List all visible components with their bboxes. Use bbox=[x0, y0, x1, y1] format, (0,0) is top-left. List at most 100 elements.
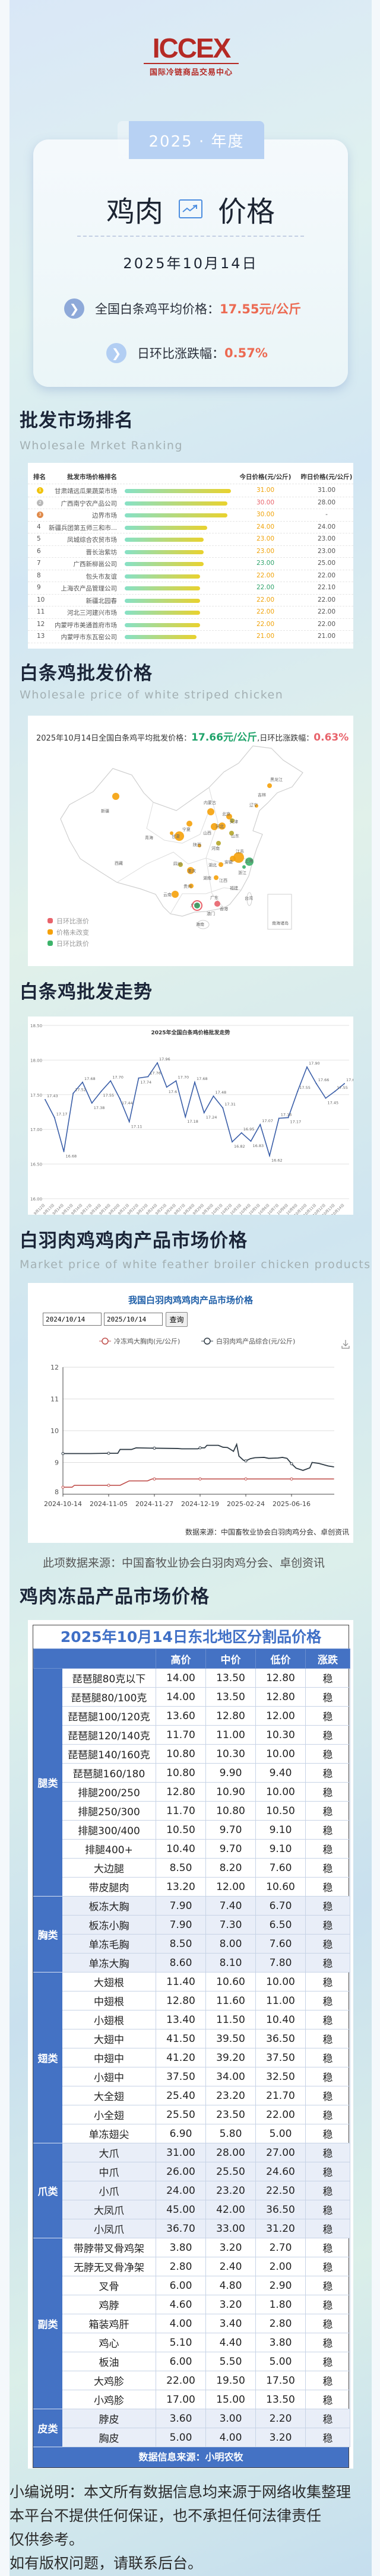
table-cell: 3.20 bbox=[205, 2238, 256, 2257]
data-label: 17.31 bbox=[224, 1102, 236, 1107]
table-cell: 小鸡胗 bbox=[62, 2390, 156, 2409]
data-label: 17.6 bbox=[169, 1090, 177, 1094]
table-cell: 稳 bbox=[305, 2352, 350, 2371]
price-bar bbox=[125, 489, 231, 493]
table-cell: 大翅根 bbox=[62, 1972, 156, 1991]
data-label: 17.55 bbox=[103, 1093, 115, 1098]
daily-change-value: 0.57% bbox=[224, 346, 268, 360]
market-name: 内蒙呼市东瓦窑公司 bbox=[61, 634, 118, 641]
header-cell: 高价 bbox=[156, 1648, 206, 1669]
table-row: 翅类 大翅根 11.40 10.60 10.00 稳 bbox=[33, 1972, 350, 2143]
col-today: 今日价格(元/公斤) bbox=[239, 474, 292, 481]
province-label: 宁夏 bbox=[182, 827, 191, 832]
province-label: 湖北 bbox=[208, 863, 217, 868]
table-cell: 6.50 bbox=[255, 1915, 306, 1935]
table-cell: 27.00 bbox=[255, 2143, 306, 2162]
section-subtitle-ranking: Wholesale Mrket Ranking bbox=[20, 439, 183, 452]
province-label: 贵州 bbox=[183, 884, 192, 889]
end-date-input[interactable] bbox=[104, 1313, 163, 1326]
logo-divider bbox=[144, 63, 239, 64]
table-cell: 9.70 bbox=[205, 1820, 256, 1840]
table-cell: 17.00 bbox=[156, 2390, 206, 2409]
header-cell: 中价 bbox=[205, 1648, 256, 1669]
market-name: 广西新柳邕公司 bbox=[73, 561, 118, 568]
avg-price-label: 全国白条鸡平均价格： bbox=[95, 302, 220, 316]
ranking-row: 9 上海农产品管理公司 22.00 22.10 bbox=[28, 582, 353, 595]
download-icon[interactable] bbox=[341, 1339, 350, 1349]
ranking-header: 排名 批发市场价格排名 今日价格(元/公斤) 昨日价格(元/公斤) bbox=[28, 472, 353, 484]
table-cell: 10.40 bbox=[156, 1839, 206, 1859]
province-label: 新疆 bbox=[101, 809, 109, 814]
province-label: 辽宁 bbox=[249, 803, 258, 808]
map-marker bbox=[175, 831, 184, 841]
price-bar bbox=[125, 501, 228, 506]
table-cell: 32.50 bbox=[255, 2067, 306, 2086]
data-label: 17.70 bbox=[112, 1075, 124, 1079]
data-label: 17.17 bbox=[56, 1111, 68, 1116]
legend-label: 价格未改变 bbox=[56, 928, 89, 936]
frozen-price-table: 高价 中价 低价 涨跌 腿类 琵琶腿80克以下 14.00 13.50 12.80 稳琵琶腿80/… bbox=[33, 1648, 350, 2447]
table-header-row: 高价 中价 低价 涨跌 bbox=[33, 1648, 350, 1669]
series-marker bbox=[153, 1446, 156, 1450]
map-marker bbox=[218, 862, 223, 867]
data-point bbox=[250, 1141, 252, 1142]
disclaimer-line: 本平台不提供任何保证，也不承担任何法律责任 bbox=[10, 2507, 322, 2524]
map-headline-mid: ,日环比涨跌幅： bbox=[257, 734, 314, 743]
table-cell: 25.50 bbox=[156, 2105, 206, 2124]
series-marker bbox=[61, 1485, 65, 1489]
table-cell: 带皮腿肉 bbox=[62, 1877, 156, 1897]
start-date-input[interactable] bbox=[43, 1313, 102, 1326]
table-row: 琵琶腿80/100克 14.00 13.50 12.80 稳 bbox=[34, 1687, 350, 1707]
table-row: 胸类 板冻大胸 7.90 7.40 6.70 稳 bbox=[33, 1896, 350, 1973]
legend-item: 价格未改变 bbox=[48, 926, 89, 938]
today-price: 30.00 bbox=[256, 498, 275, 506]
map-marker bbox=[229, 831, 234, 836]
table-cell: 42.00 bbox=[205, 2200, 256, 2219]
map-marker-ring bbox=[192, 900, 202, 911]
table-cell: 箱装鸡肝 bbox=[62, 2314, 156, 2333]
x-tick-label: 2024-12-19 bbox=[181, 1500, 219, 1508]
disclaimer-line: 如有版权问题，请联系后台。 bbox=[10, 2555, 203, 2572]
report-date: 2025年10月14日 bbox=[123, 255, 258, 272]
south-sea-inset bbox=[267, 894, 292, 930]
table-cell: 稳 bbox=[305, 2086, 350, 2105]
table-cell: 10.80 bbox=[156, 1763, 206, 1783]
data-label: 17.90 bbox=[309, 1061, 320, 1066]
table-cell: 琵琶腿120/140克 bbox=[62, 1725, 156, 1745]
province-borders bbox=[170, 887, 242, 914]
chart-title: 2025年全国白条鸡价格批发走势 bbox=[151, 1029, 230, 1036]
map-marker bbox=[230, 818, 235, 823]
table-row: 排腿250/300 11.70 10.80 10.50 稳 bbox=[34, 1801, 350, 1821]
data-label: 17.76 bbox=[150, 1071, 161, 1075]
province-label: 江西 bbox=[219, 878, 227, 883]
rank-number: 7 bbox=[37, 560, 41, 567]
data-label: 17.44 bbox=[122, 1101, 133, 1106]
map-marker bbox=[230, 856, 236, 862]
table-cell: 36.50 bbox=[255, 2029, 306, 2048]
col-yesterday: 昨日价格(元/公斤) bbox=[300, 474, 353, 481]
province-label: 西藏 bbox=[115, 861, 123, 866]
price-bar bbox=[125, 525, 207, 530]
table-cell: 鸡脖 bbox=[62, 2295, 156, 2314]
rank-number: 10 bbox=[37, 596, 45, 603]
table-cell: 12.80 bbox=[156, 1782, 206, 1802]
table-row: 排腿200/250 12.80 10.90 10.00 稳 bbox=[34, 1782, 350, 1802]
ranking-card: 排名 批发市场价格排名 今日价格(元/公斤) 昨日价格(元/公斤) 1 甘肃靖远瓜… bbox=[28, 463, 353, 649]
table-row: 小凤爪 36.70 33.00 31.20 稳 bbox=[34, 2219, 350, 2238]
table-cell: 8.20 bbox=[205, 1858, 256, 1878]
map-marker bbox=[187, 867, 194, 874]
table-cell: 稳 bbox=[305, 2105, 350, 2124]
data-point bbox=[315, 1083, 317, 1085]
table-row: 排腿300/400 10.50 9.70 9.10 稳 bbox=[34, 1820, 350, 1840]
map-marker bbox=[198, 844, 201, 847]
ranking-row: 11 河北三河建兴市场 22.00 22.00 bbox=[28, 606, 353, 619]
data-label: 17.66 bbox=[318, 1078, 330, 1082]
province-label: 云南 bbox=[163, 892, 172, 897]
map-marker bbox=[245, 857, 254, 866]
table-cell: 9.40 bbox=[255, 1763, 306, 1783]
table-cell: 稳 bbox=[305, 2219, 350, 2238]
map-marker bbox=[216, 841, 221, 846]
table-row: 皮类 脖皮 3.60 3.00 2.20 稳 bbox=[33, 2409, 350, 2447]
table-cell: 41.50 bbox=[156, 2029, 206, 2048]
query-button[interactable]: 查询 bbox=[166, 1312, 188, 1327]
